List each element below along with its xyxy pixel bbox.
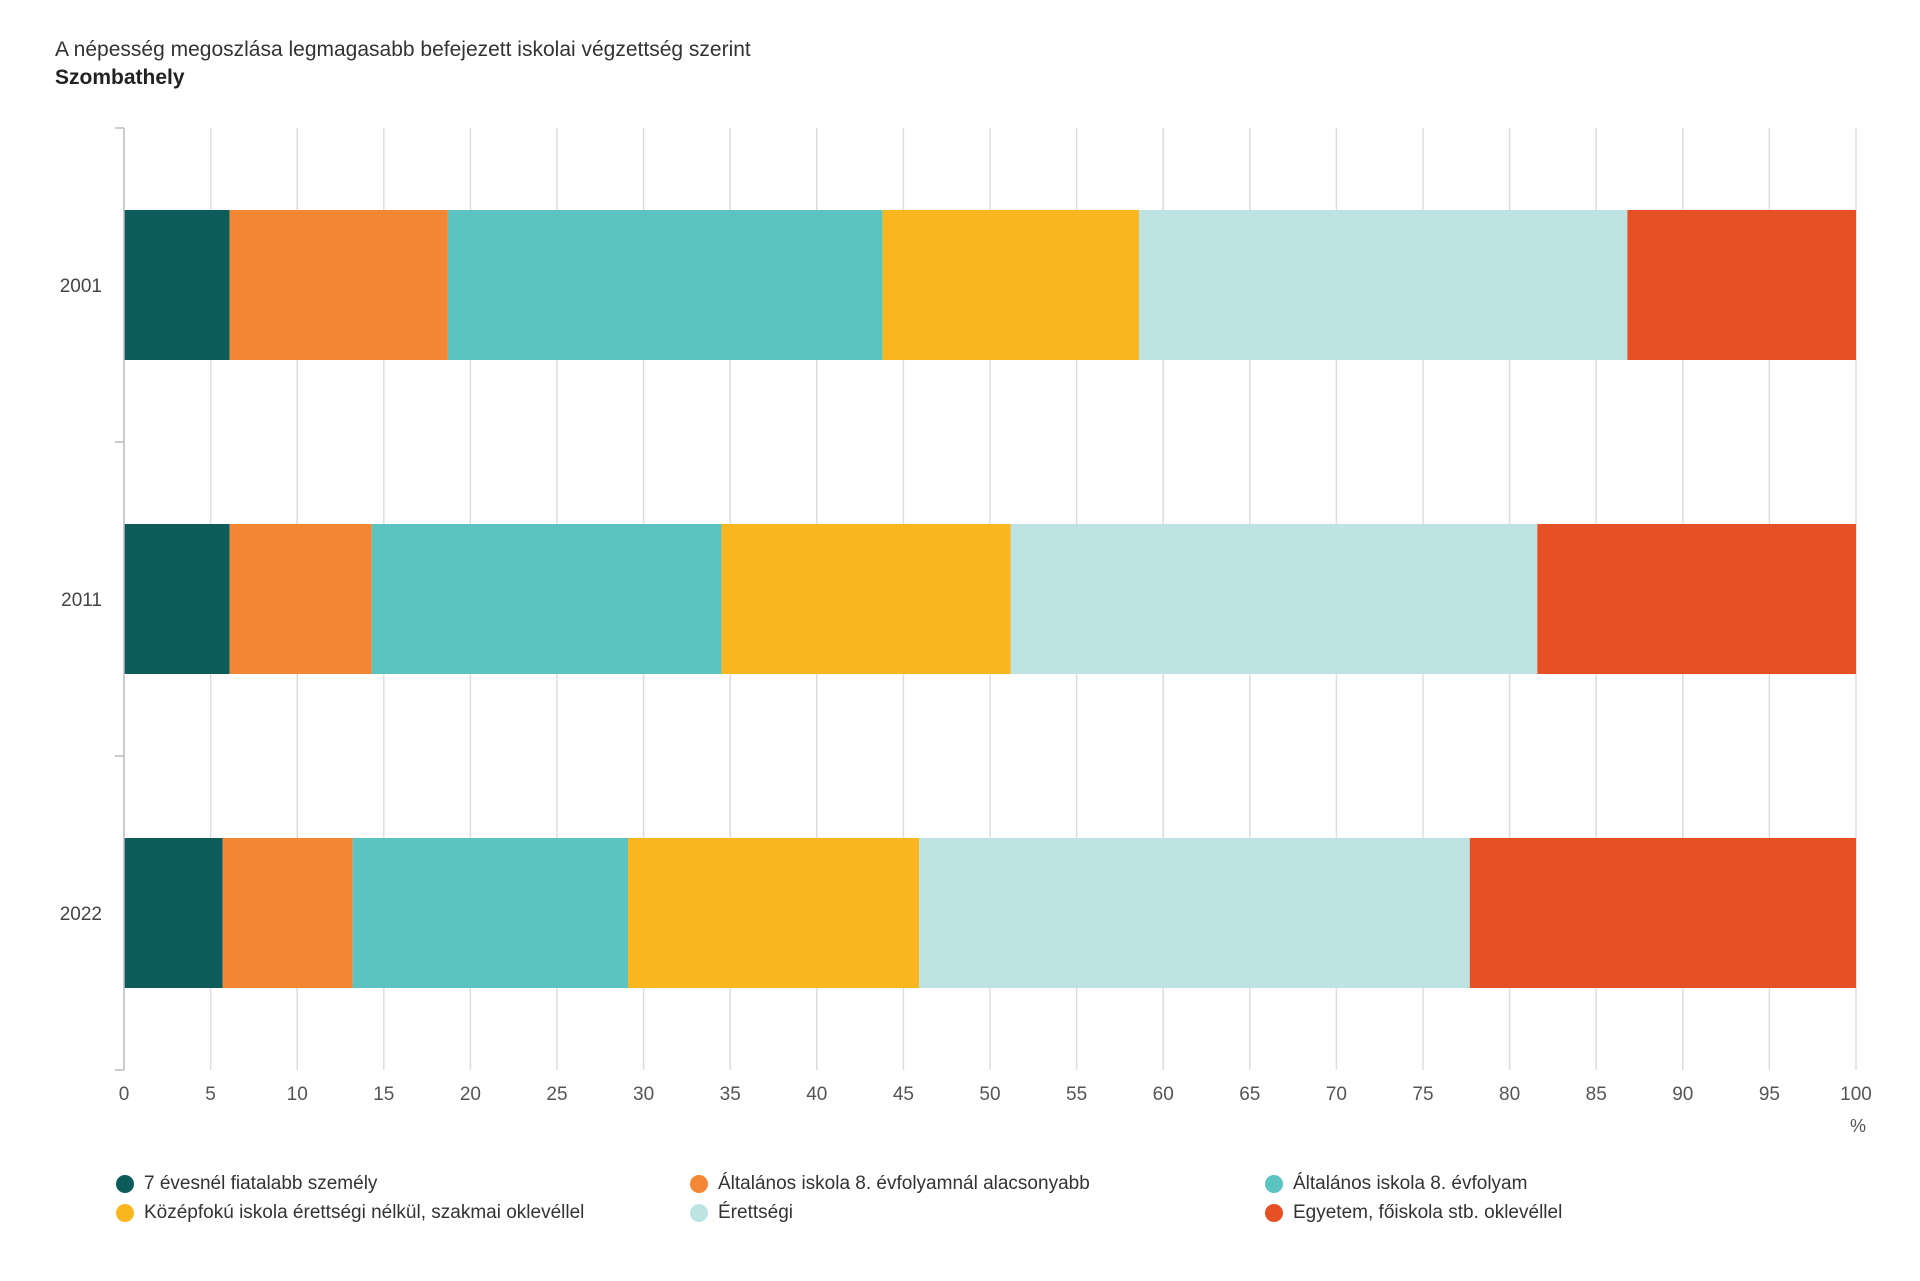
x-tick-label: 20: [460, 1084, 481, 1105]
x-tick-label: 100: [1840, 1084, 1872, 1105]
x-tick-label: 10: [287, 1084, 308, 1105]
x-tick-label: 0: [119, 1084, 130, 1105]
x-tick-label: 15: [373, 1084, 394, 1105]
x-tick-label: 95: [1759, 1084, 1780, 1105]
bar-segment: [229, 210, 448, 360]
bar-segment: [124, 210, 230, 360]
x-tick-label: 40: [806, 1084, 827, 1105]
x-tick-label: 30: [633, 1084, 654, 1105]
x-tick-label: 70: [1326, 1084, 1347, 1105]
x-tick-label: 80: [1499, 1084, 1520, 1105]
bar-segment: [124, 524, 230, 674]
bar-segment: [222, 838, 353, 988]
chart-subtitle: Szombathely: [55, 66, 185, 89]
bar-segment: [447, 210, 883, 360]
bar-segment: [1138, 210, 1628, 360]
bar-segment: [1010, 524, 1538, 674]
bar-segment: [229, 524, 372, 674]
x-tick-label: 60: [1153, 1084, 1174, 1105]
x-tick-label: 85: [1586, 1084, 1607, 1105]
x-tick-label: 75: [1412, 1084, 1433, 1105]
bar-segment: [1627, 210, 1856, 360]
bar-segment: [124, 838, 223, 988]
chart-title: A népesség megoszlása legmagasabb befeje…: [55, 38, 751, 61]
x-tick-label: 50: [979, 1084, 1000, 1105]
bar-segment: [371, 524, 722, 674]
bar-segment: [882, 210, 1139, 360]
x-tick-label: 55: [1066, 1084, 1087, 1105]
bar-segment: [1469, 838, 1856, 988]
y-category-label: 2011: [61, 590, 102, 611]
bar-segment: [628, 838, 919, 988]
x-tick-label: 45: [893, 1084, 914, 1105]
x-tick-label: 25: [546, 1084, 567, 1105]
bar-segment: [1537, 524, 1856, 674]
x-tick-label: 5: [205, 1084, 216, 1105]
x-tick-label: 35: [720, 1084, 741, 1105]
x-tick-label: 90: [1672, 1084, 1693, 1105]
y-category-label: 2022: [60, 904, 102, 925]
bar-segment: [352, 838, 629, 988]
bar-segment: [721, 524, 1011, 674]
y-category-label: 2001: [60, 276, 102, 297]
bar-segment: [918, 838, 1470, 988]
x-unit-label: %: [1850, 1116, 1866, 1136]
x-tick-label: 65: [1239, 1084, 1260, 1105]
